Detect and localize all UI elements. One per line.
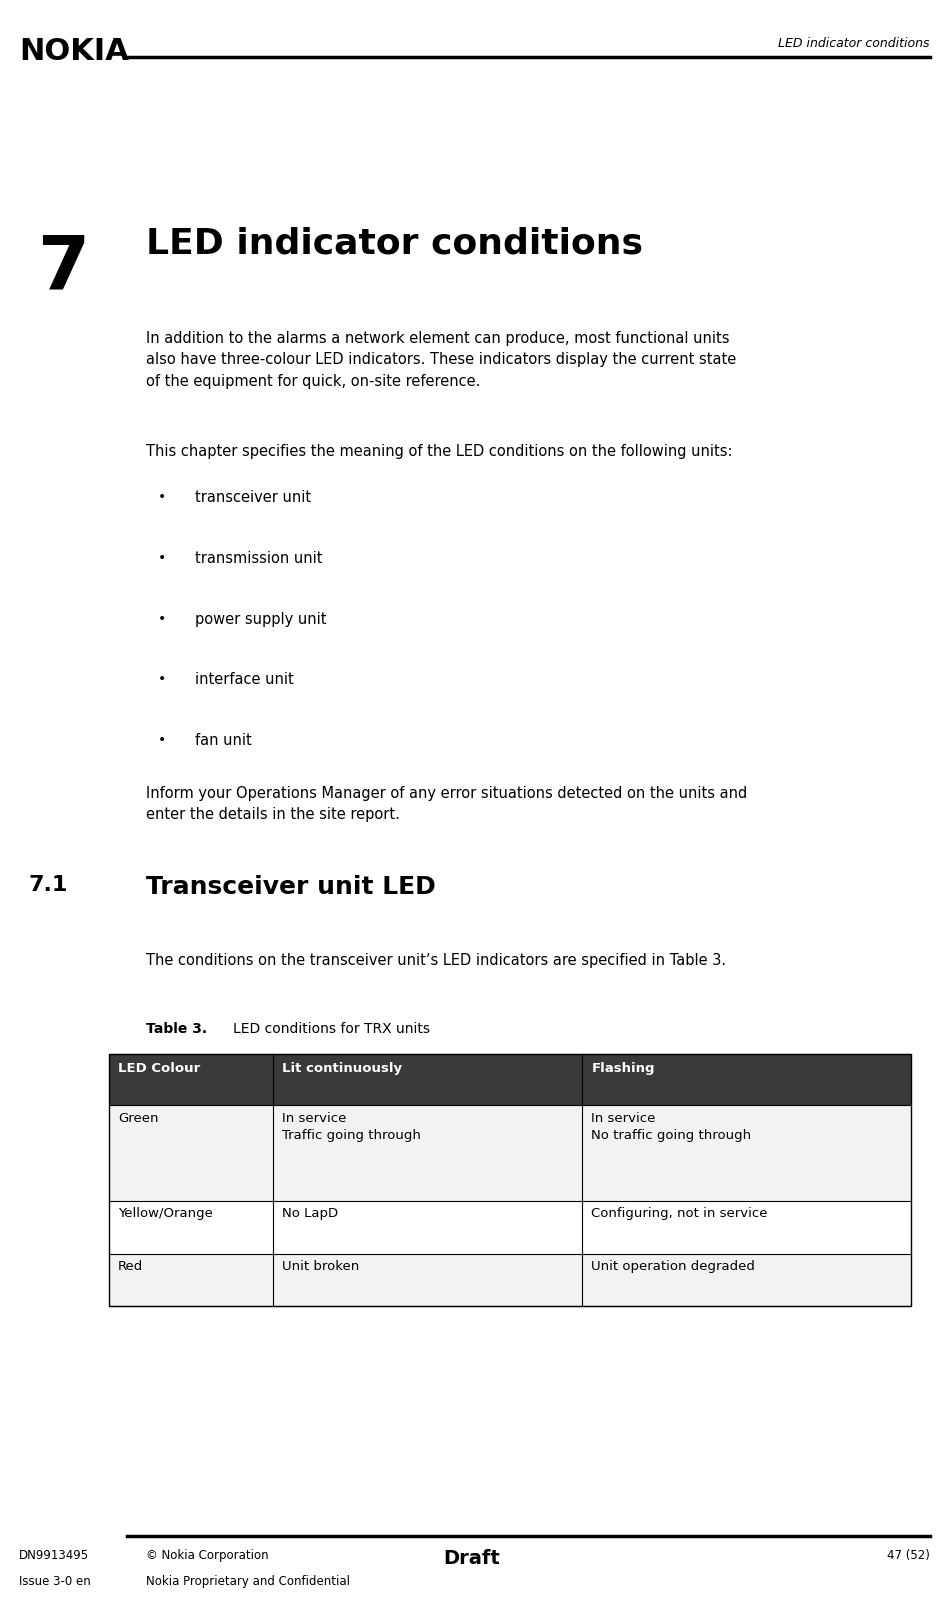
Bar — [109, 1201, 911, 1254]
Text: NOKIA: NOKIA — [19, 37, 128, 65]
Text: LED indicator conditions: LED indicator conditions — [779, 37, 930, 50]
Text: •: • — [158, 490, 166, 505]
Text: LED conditions for TRX units: LED conditions for TRX units — [233, 1022, 430, 1036]
Text: Lit continuously: Lit continuously — [282, 1062, 403, 1075]
Text: 7: 7 — [38, 232, 90, 305]
Text: Yellow/Orange: Yellow/Orange — [118, 1207, 213, 1220]
Text: No LapD: No LapD — [282, 1207, 339, 1220]
Text: Transceiver unit LED: Transceiver unit LED — [146, 875, 436, 899]
Text: 7.1: 7.1 — [28, 875, 68, 896]
Bar — [109, 1254, 911, 1306]
Text: Red: Red — [118, 1260, 143, 1273]
Text: Configuring, not in service: Configuring, not in service — [591, 1207, 767, 1220]
Bar — [109, 1054, 911, 1306]
Text: Flashing: Flashing — [591, 1062, 655, 1075]
Text: LED Colour: LED Colour — [118, 1062, 200, 1075]
Text: LED indicator conditions: LED indicator conditions — [146, 227, 643, 260]
Text: Draft: Draft — [444, 1549, 500, 1568]
Text: 47 (52): 47 (52) — [887, 1549, 930, 1562]
Text: Green: Green — [118, 1112, 159, 1124]
Text: In service
No traffic going through: In service No traffic going through — [591, 1112, 751, 1142]
Text: •: • — [158, 612, 166, 626]
Text: •: • — [158, 672, 166, 687]
Text: Unit broken: Unit broken — [282, 1260, 360, 1273]
Text: Nokia Proprietary and Confidential: Nokia Proprietary and Confidential — [146, 1575, 350, 1587]
Text: In addition to the alarms a network element can produce, most functional units
a: In addition to the alarms a network elem… — [146, 331, 736, 388]
Text: •: • — [158, 551, 166, 565]
Bar — [109, 1054, 911, 1105]
Text: Table 3.: Table 3. — [146, 1022, 208, 1036]
Text: power supply unit: power supply unit — [195, 612, 327, 626]
Text: transceiver unit: transceiver unit — [195, 490, 312, 505]
Text: Inform your Operations Manager of any error situations detected on the units and: Inform your Operations Manager of any er… — [146, 786, 748, 822]
Text: fan unit: fan unit — [195, 733, 252, 747]
Bar — [109, 1105, 911, 1201]
Text: DN9913495: DN9913495 — [19, 1549, 89, 1562]
Text: In service
Traffic going through: In service Traffic going through — [282, 1112, 421, 1142]
Text: Unit operation degraded: Unit operation degraded — [591, 1260, 755, 1273]
Text: This chapter specifies the meaning of the LED conditions on the following units:: This chapter specifies the meaning of th… — [146, 444, 733, 458]
Text: © Nokia Corporation: © Nokia Corporation — [146, 1549, 269, 1562]
Text: The conditions on the transceiver unit’s LED indicators are specified in Table 3: The conditions on the transceiver unit’s… — [146, 953, 727, 968]
Text: interface unit: interface unit — [195, 672, 295, 687]
Text: transmission unit: transmission unit — [195, 551, 323, 565]
Text: Issue 3-0 en: Issue 3-0 en — [19, 1575, 91, 1587]
Text: •: • — [158, 733, 166, 747]
